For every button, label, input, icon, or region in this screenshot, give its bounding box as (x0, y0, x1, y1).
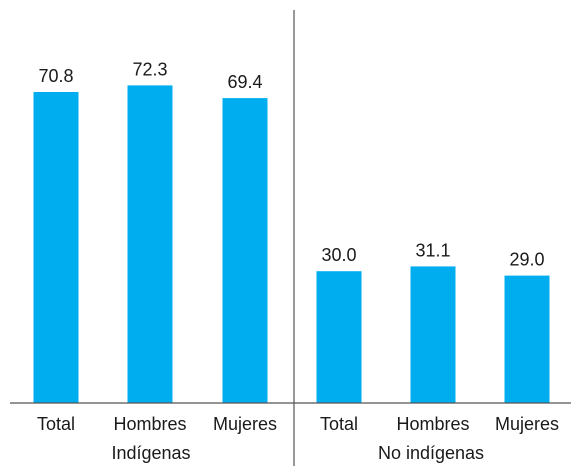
data-label: 30.0 (321, 245, 356, 265)
group-label: Indígenas (111, 443, 190, 463)
group-label: No indígenas (378, 443, 484, 463)
data-label: 72.3 (132, 59, 167, 79)
data-label: 29.0 (509, 250, 544, 270)
data-label: 31.1 (415, 240, 450, 260)
bar (222, 98, 268, 403)
x-tick-label: Hombres (396, 414, 469, 434)
bars-layer (33, 85, 550, 404)
bar (33, 92, 79, 403)
bar (316, 271, 362, 403)
bar (504, 275, 550, 403)
labels-layer: 70.8 Total 72.3 Hombres 69.4 Mujeres Indígenas… (37, 59, 559, 463)
x-tick-label: Hombres (113, 414, 186, 434)
bar (127, 85, 173, 404)
x-tick-label: Mujeres (213, 414, 277, 434)
data-label: 70.8 (38, 66, 73, 86)
x-tick-label: Total (320, 414, 358, 434)
data-label: 69.4 (227, 72, 262, 92)
x-tick-label: Mujeres (495, 414, 559, 434)
x-tick-label: Total (37, 414, 75, 434)
bar (410, 266, 456, 403)
